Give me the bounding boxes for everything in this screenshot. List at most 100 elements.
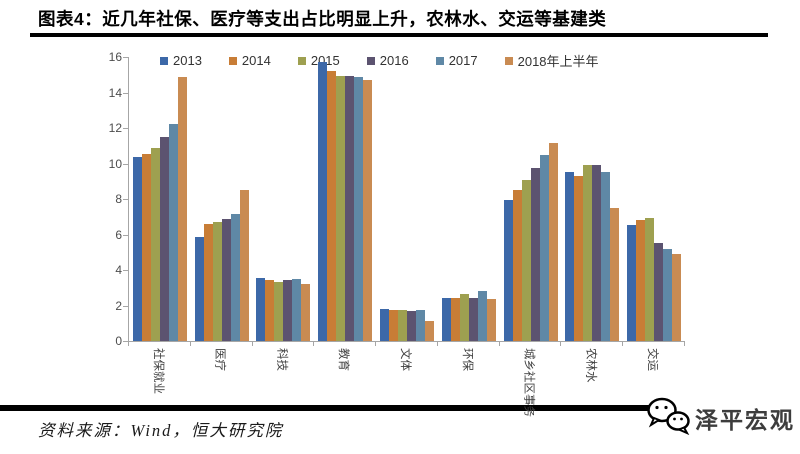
legend-item: 2016	[366, 51, 409, 70]
bar-2017	[292, 278, 302, 341]
bar-2016	[283, 279, 293, 341]
legend-swatch-icon	[504, 56, 513, 65]
bar-2016	[468, 297, 478, 341]
bar-2016	[221, 218, 231, 341]
wechat-icon	[647, 397, 690, 435]
bar-2013	[132, 157, 142, 341]
bar-2015	[583, 165, 593, 341]
bar-2013	[194, 237, 204, 341]
source-note: 资料来源：Wind，恒大研究院	[38, 421, 284, 440]
bar-2018年上半年	[424, 321, 434, 341]
legend-item: 2018年上半年	[504, 51, 599, 70]
bar-2016	[406, 310, 416, 341]
legend-swatch-icon	[297, 56, 306, 65]
bar-2018年上半年	[486, 299, 496, 341]
x-axis-tick	[436, 342, 438, 346]
legend-label: 2018年上半年	[517, 54, 599, 69]
legend-swatch-icon	[366, 56, 375, 65]
legend-item: 2017	[435, 51, 478, 70]
bar-2013	[379, 309, 389, 341]
bar-2017	[663, 248, 673, 341]
bar-2017	[477, 291, 487, 341]
y-axis-label: 0	[115, 334, 122, 348]
footer-divider	[0, 405, 652, 411]
bar-2016	[345, 75, 355, 341]
y-axis-tick	[123, 128, 128, 129]
y-axis-label: 2	[115, 298, 122, 313]
bar-2014	[512, 190, 522, 341]
x-axis-label: 交运	[646, 348, 659, 371]
y-axis-tick	[123, 57, 128, 58]
bar-2017	[230, 214, 240, 341]
legend-label: 2017	[448, 53, 478, 68]
bar-2016	[592, 165, 602, 341]
bar-2013	[318, 62, 328, 341]
legend-label: 2015	[310, 53, 340, 68]
legend-swatch-icon	[228, 56, 237, 65]
bar-2014	[265, 279, 275, 341]
bar-2013	[627, 224, 637, 341]
bar-2015	[397, 309, 407, 341]
legend-label: 2014	[241, 53, 271, 68]
x-axis-tick	[498, 342, 500, 346]
bar-2013	[441, 298, 451, 341]
x-axis-tick	[684, 342, 685, 346]
legend-item: 2015	[297, 51, 340, 70]
bar-group	[253, 57, 315, 341]
bar-group	[191, 57, 253, 341]
bar-2018年上半年	[239, 190, 249, 341]
bar-2013	[565, 172, 575, 341]
bar-2017	[539, 154, 549, 341]
x-axis-label: 社保就业	[151, 348, 164, 394]
legend-item: 2014	[228, 51, 271, 70]
title-divider	[30, 33, 768, 37]
bar-2017	[354, 76, 364, 341]
bar-2015	[212, 222, 222, 341]
y-axis-tick	[123, 163, 128, 165]
bar-2018年上半年	[548, 143, 558, 341]
bar-2016	[159, 136, 169, 341]
bar-2015	[150, 148, 160, 341]
x-axis-tick	[189, 342, 191, 346]
bar-2013	[503, 199, 513, 341]
bar-group	[314, 57, 376, 341]
bar-2018年上半年	[301, 284, 311, 341]
y-axis-tick	[123, 305, 128, 307]
x-axis-tick	[251, 342, 253, 346]
bar-2014	[636, 220, 646, 341]
x-axis-tick	[313, 342, 315, 346]
bar-2015	[521, 180, 531, 341]
bar-2018年上半年	[672, 254, 682, 341]
y-axis-tick	[123, 270, 128, 271]
x-axis-tick	[622, 342, 624, 346]
bar-2013	[256, 278, 266, 341]
y-axis-label: 8	[115, 192, 122, 206]
legend-item: 2013	[160, 51, 202, 70]
y-axis-label: 6	[115, 227, 122, 242]
brand-logo-text: 泽平宏观	[695, 407, 795, 433]
bar-2015	[645, 217, 655, 341]
bar-group	[129, 57, 191, 341]
bar-2015	[336, 75, 346, 341]
bar-2014	[574, 175, 584, 341]
x-axis-tick	[560, 342, 562, 346]
y-axis-tick	[123, 92, 128, 94]
bar-2014	[327, 71, 337, 341]
bar-2016	[654, 243, 664, 341]
bar-group	[376, 57, 438, 341]
y-axis-tick	[123, 234, 128, 236]
legend-label: 2013	[173, 53, 202, 68]
y-axis-label: 16	[108, 50, 122, 64]
bar-2014	[450, 298, 460, 341]
legend-swatch-icon	[160, 56, 168, 65]
legend-swatch-icon	[435, 56, 444, 65]
x-axis-tick	[375, 342, 377, 346]
bar-2017	[415, 309, 425, 341]
x-axis-label: 教育	[337, 348, 350, 371]
bar-2015	[459, 293, 469, 341]
y-axis-tick	[123, 199, 128, 200]
bar-2018年上半年	[610, 207, 620, 341]
x-axis-label: 科技	[275, 348, 288, 371]
bar-group	[561, 57, 623, 341]
